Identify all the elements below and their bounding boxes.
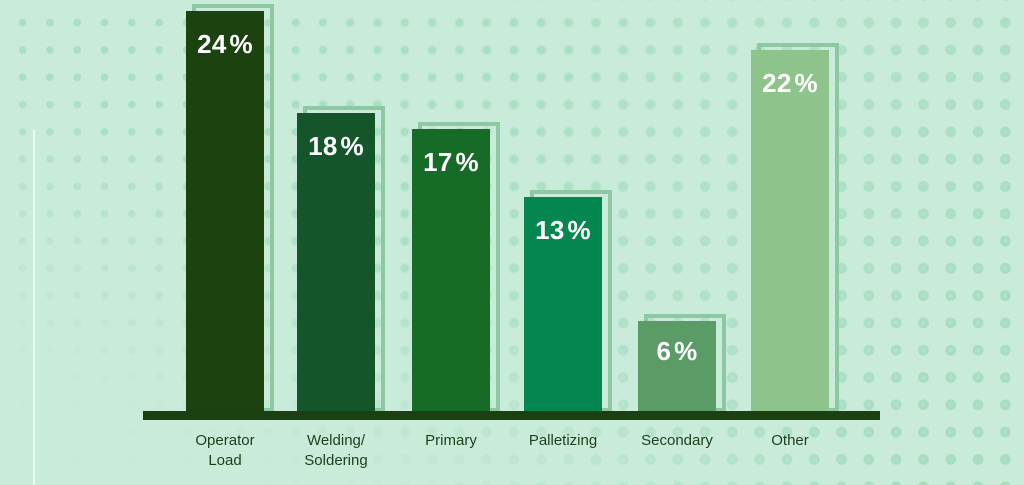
category-label-5: Secondary xyxy=(641,432,713,449)
category-label-4: Palletizing xyxy=(528,432,598,449)
bar-value-3: 17% xyxy=(423,147,479,177)
bar-value-1: 24% xyxy=(197,29,253,59)
bar-solid-4[interactable] xyxy=(524,197,602,412)
bar-solid-1[interactable] xyxy=(186,11,264,412)
left-vertical-rule xyxy=(33,130,35,485)
category-label-3: Primary xyxy=(425,432,477,449)
bar-solid-3[interactable] xyxy=(412,129,490,412)
bar-solid-5[interactable] xyxy=(638,321,716,412)
axis-baseline xyxy=(143,411,880,420)
bar-value-6: 22% xyxy=(762,68,818,98)
bar-solid-6[interactable] xyxy=(751,50,829,412)
category-label-6: Other xyxy=(771,432,809,449)
category-label-1: Operator Load xyxy=(195,432,255,469)
bar-solid-2[interactable] xyxy=(297,113,375,412)
bar-value-5: 6% xyxy=(656,336,698,366)
category-label-2: Welding/ Soldering xyxy=(304,432,368,469)
bar-value-2: 18% xyxy=(308,131,364,161)
bar-value-4: 13% xyxy=(535,215,591,245)
